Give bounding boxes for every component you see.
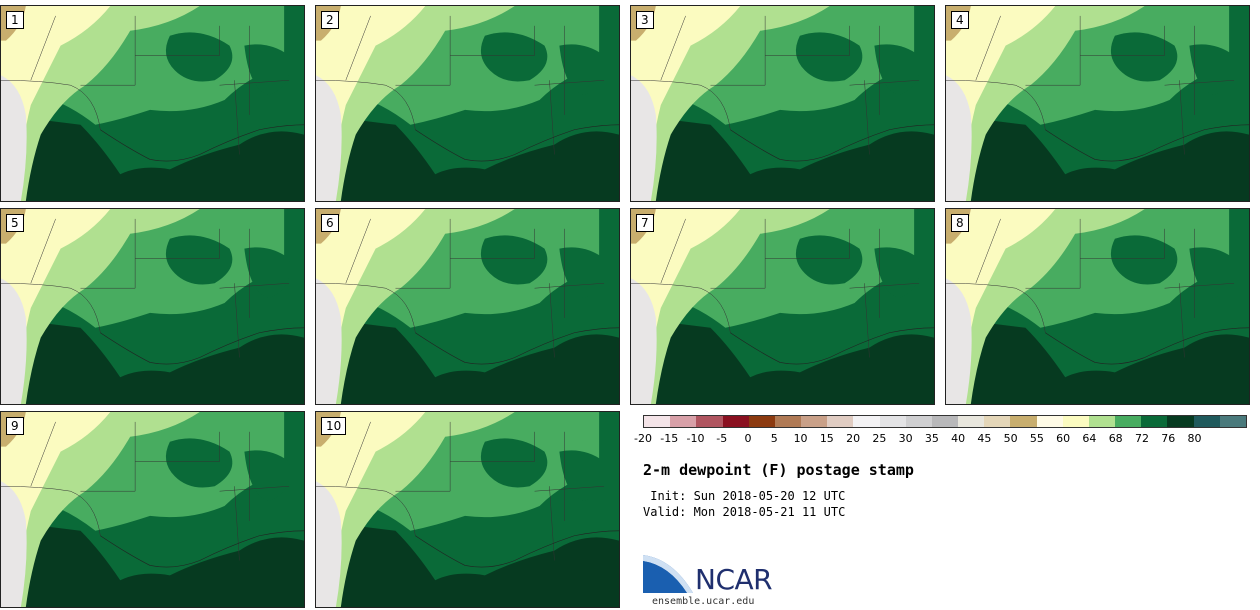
ensemble-member-map: 10: [315, 411, 620, 608]
colorbar-cell: [1036, 416, 1063, 427]
member-number-label: 6: [321, 214, 339, 232]
colorbar-tick-label: 60: [1056, 432, 1071, 445]
colorbar-tick-label: 76: [1161, 432, 1176, 445]
colorbar-cell: [801, 416, 828, 427]
colorbar-cell: [931, 416, 959, 427]
member-number-label: 8: [951, 214, 969, 232]
colorbar-tick-label: 30: [898, 432, 913, 445]
ensemble-member-map: 9: [0, 411, 305, 608]
valid-time: Valid: Mon 2018-05-21 11 UTC: [643, 505, 846, 519]
member-number-label: 7: [636, 214, 654, 232]
colorbar: [643, 415, 1247, 428]
colorbar-cell: [984, 416, 1011, 427]
ensemble-member-map: 2: [315, 5, 620, 202]
colorbar-cell: [1167, 416, 1194, 427]
colorbar-tick-label: 35: [924, 432, 939, 445]
colorbar-cell: [1219, 416, 1246, 427]
ensemble-member-map: 5: [0, 208, 305, 405]
colorbar-cell: [774, 416, 802, 427]
colorbar-cell: [879, 416, 906, 427]
colorbar-cell: [905, 416, 932, 427]
colorbar-cell: [696, 416, 723, 427]
ensemble-member-map: 6: [315, 208, 620, 405]
colorbar-cell: [1010, 416, 1037, 427]
colorbar-cell: [1062, 416, 1089, 427]
colorbar-cell: [1193, 416, 1220, 427]
colorbar-tick-label: 55: [1029, 432, 1044, 445]
ensemble-member-map: 3: [630, 5, 935, 202]
ensemble-member-map: 1: [0, 5, 305, 202]
colorbar-cell: [958, 416, 985, 427]
member-number-label: 2: [321, 11, 339, 29]
ensemble-member-map: 7: [630, 208, 935, 405]
ensemble-member-map: 8: [945, 208, 1250, 405]
member-number-label: 5: [6, 214, 24, 232]
colorbar-cell: [644, 416, 671, 427]
colorbar-tick-label: -5: [716, 432, 728, 445]
ncar-logo-icon: [643, 555, 693, 593]
init-time: Init: Sun 2018-05-20 12 UTC: [643, 489, 846, 503]
member-number-label: 9: [6, 417, 24, 435]
colorbar-tick-label: 72: [1134, 432, 1149, 445]
colorbar-cell: [1115, 416, 1142, 427]
colorbar-cell: [670, 416, 697, 427]
colorbar-tick-label: 5: [770, 432, 778, 445]
colorbar-tick-label: 40: [951, 432, 966, 445]
colorbar-tick-label: 68: [1108, 432, 1123, 445]
colorbar-cell: [722, 416, 749, 427]
colorbar-tick-label: 20: [846, 432, 861, 445]
colorbar-tick-label: 80: [1187, 432, 1202, 445]
ensemble-member-map: 4: [945, 5, 1250, 202]
colorbar-tick-label: 45: [977, 432, 992, 445]
ncar-logo-text: NCAR: [695, 563, 773, 596]
colorbar-tick-label: 0: [744, 432, 752, 445]
colorbar-tick-label: -15: [660, 432, 679, 445]
map-title: 2-m dewpoint (F) postage stamp: [643, 461, 914, 479]
colorbar-tick-label: 50: [1003, 432, 1018, 445]
colorbar-cell: [1088, 416, 1116, 427]
colorbar-cell: [748, 416, 775, 427]
colorbar-tick-label: 10: [793, 432, 808, 445]
colorbar-cell: [1141, 416, 1168, 427]
member-number-label: 3: [636, 11, 654, 29]
colorbar-tick-label: 25: [872, 432, 887, 445]
ensemble-url: ensemble.ucar.edu: [652, 596, 755, 607]
colorbar-cell: [853, 416, 880, 427]
member-number-label: 1: [6, 11, 24, 29]
colorbar-tick-label: 15: [819, 432, 834, 445]
member-number-label: 10: [321, 417, 347, 435]
colorbar-tick-label: -20: [634, 432, 652, 445]
colorbar-tick-label: 64: [1082, 432, 1097, 445]
colorbar-cell: [827, 416, 854, 427]
colorbar-tick-label: -10: [686, 432, 705, 445]
member-number-label: 4: [951, 11, 969, 29]
